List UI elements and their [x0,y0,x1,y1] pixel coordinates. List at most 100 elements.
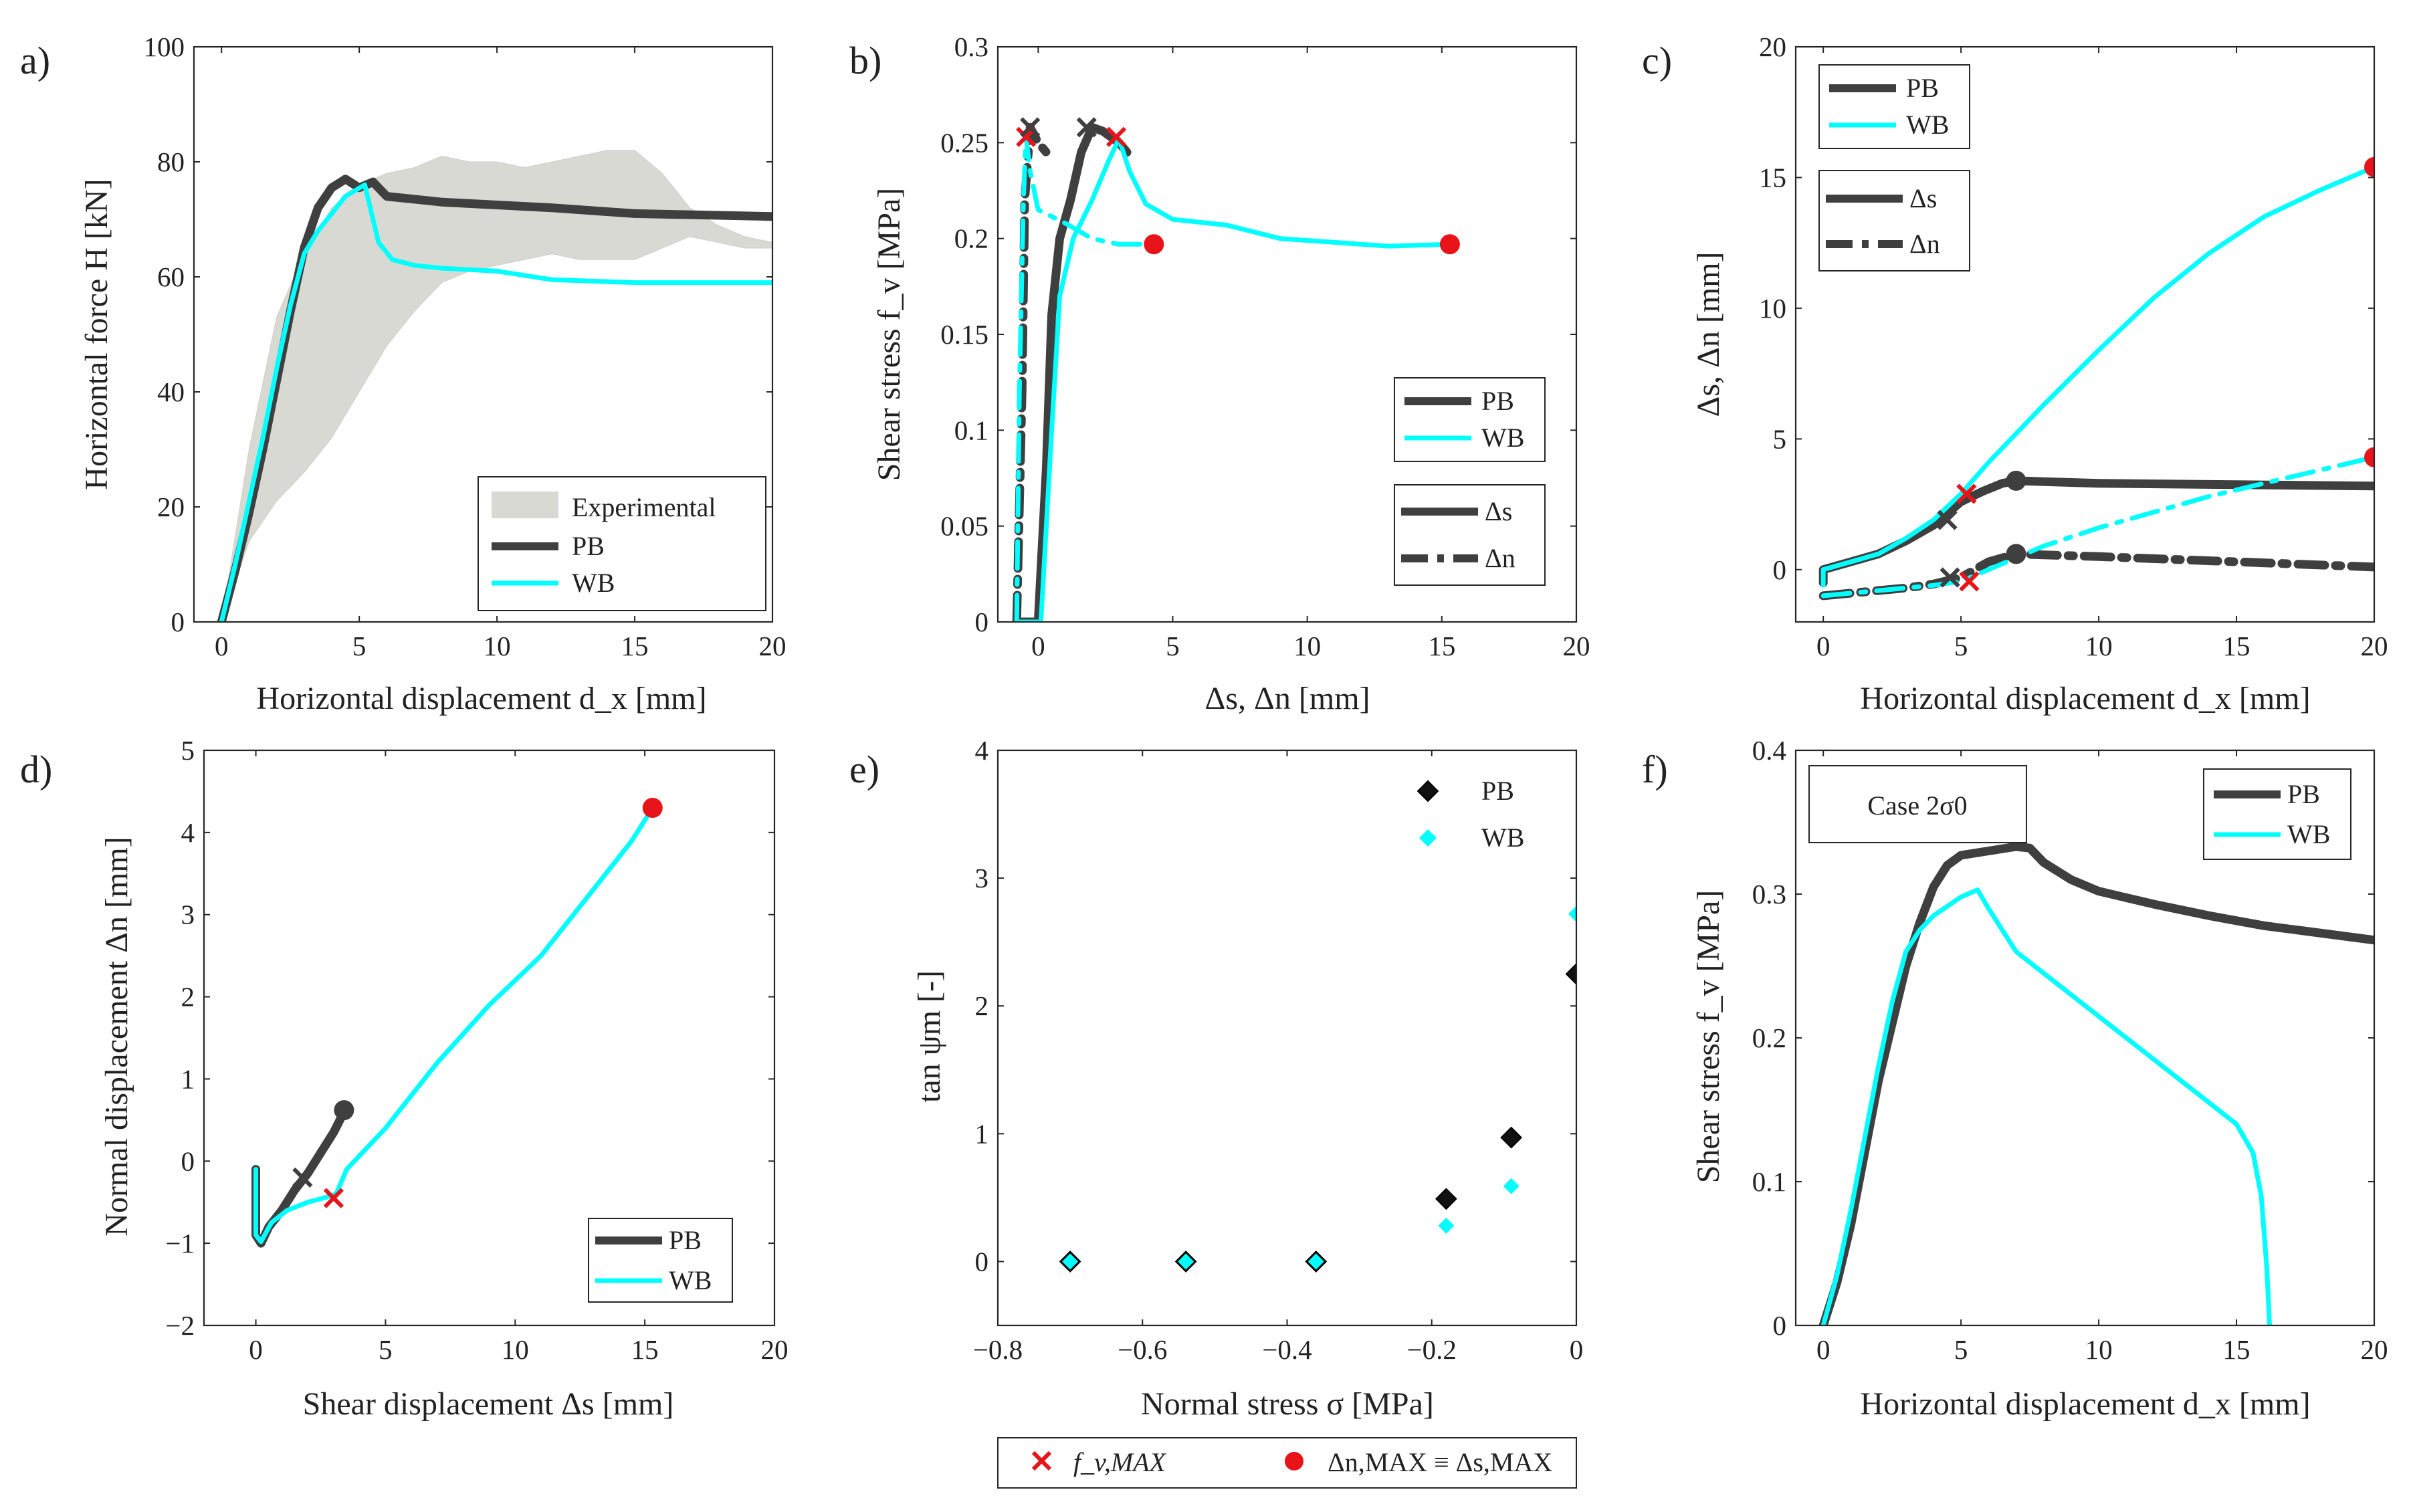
panel-b-label: b) [849,39,881,82]
series-line-wb-n [1014,134,1156,622]
marker-legend: f_v,MAX Δn,MAX ≡ Δs,MAX [997,1437,1577,1489]
panel-a-axes: 0 5 10 15 20 0 20 40 60 80 100 [144,31,787,661]
panel-d: 0 5 10 15 20 −2 −1 0 1 2 3 4 5 d) Shear displacement… [20,735,789,1422]
y-tick-label: 0 [975,607,989,637]
y-tick-label: 1 [975,1118,989,1149]
scatter-point-wb [1568,905,1576,922]
panel-a-ylabel: Horizontal force H [kN] [79,179,114,490]
y-tick-label: −1 [165,1228,195,1259]
legend-label-delta-s: Δs [1909,183,1937,213]
scatter-point-wb-overlap [1178,1254,1194,1269]
scatter-point-wb-overlap [1063,1254,1078,1269]
legend-label-wb: WB [2287,819,2330,849]
x-tick-label: −0.4 [1262,1334,1312,1365]
panel-d-axes: 0 5 10 15 20 −2 −1 0 1 2 3 4 5 [165,735,788,1365]
x-tick-label: 20 [759,631,787,661]
scatter-point-wb [1438,1217,1455,1234]
panel-a-xlabel: Horizontal displacement d_x [mm] [256,681,706,716]
panel-f: 0 5 10 15 20 0 0.1 0.2 0.3 0.4 f) Horizontal disp… [1642,735,2388,1422]
x-tick-label: 15 [2223,631,2250,661]
dot-marker [642,798,663,818]
legend-label-pb: PB [2287,779,2320,809]
panel-d-ylabel: Normal displacement Δn [mm] [99,837,134,1236]
y-tick-label: 0.05 [940,511,988,542]
y-tick-label: 15 [1759,162,1786,193]
y-tick-label: 0.4 [1752,735,1786,766]
dot-marker [2364,156,2374,177]
cross-marker [1020,117,1041,138]
x-tick-label: 20 [761,1334,789,1365]
panel-e-frame [997,749,1578,1327]
panel-e-legend: PB WB [1417,776,1524,853]
legend-label-pb: PB [1481,776,1514,806]
panel-f-ylabel: Shear stress f_v [MPa] [1691,890,1726,1184]
panel-e-plot-area [1059,905,1576,1273]
panel-f-label: f) [1642,748,1668,791]
panel-a-legend: Experimental PB WB [478,476,766,611]
x-tick-label: 20 [2361,631,2388,661]
panel-b-ylabel: Shear stress f_v [MPa] [871,188,907,481]
legend-label-delta-s: Δs [1485,496,1512,526]
y-tick-label: 20 [1759,31,1786,62]
x-tick-label: −0.6 [1118,1334,1167,1365]
y-tick-label: 80 [157,146,185,177]
panel-e-label: e) [849,748,879,791]
cross-marker [1076,117,1097,138]
series-line-pb-s [1818,476,2374,587]
panel-a-label: a) [20,39,50,82]
legend-label-fv-max: f_v,MAX [1073,1447,1167,1477]
panel-f-annotation: Case 2σ0 [1808,765,2027,843]
y-tick-label: 0 [975,1246,989,1277]
panel-b-legend-color: PB WB [1394,377,1546,462]
y-tick-label: 4 [975,735,989,766]
y-tick-label: 60 [157,261,185,292]
panel-c-plot-area [1818,156,2374,601]
series-line-wb [219,182,772,622]
y-tick-label: 4 [181,817,195,848]
panel-f-frame [1794,749,2376,1327]
cross-marker [1959,571,1980,592]
panel-f-plot-area [1818,842,2374,1325]
series-line-pb [1818,842,2374,1325]
y-tick-label: 0.3 [1752,879,1786,909]
x-tick-label: −0.8 [973,1334,1023,1365]
y-tick-label: 100 [144,31,185,62]
scatter-point-wb [1503,1178,1520,1194]
x-tick-label: 10 [484,631,511,661]
cross-marker [292,1167,313,1188]
x-tick-label: 15 [621,631,649,661]
y-tick-label: 0.2 [954,223,988,254]
y-tick-label: 0.15 [940,319,988,350]
y-tick-label: 40 [157,376,185,407]
legend-label-delta-n: Δn [1909,229,1940,259]
annotation-box [1808,765,2027,843]
panel-a: 0 5 10 15 20 0 20 40 60 80 100 a) Horizontal displ… [20,31,787,716]
y-tick-label: 5 [181,735,195,766]
dot-marker [2006,544,2026,564]
legend-cross-marker [1031,1450,1052,1471]
legend-label-experimental: Experimental [572,492,716,522]
cross-marker [1937,510,1958,530]
scatter-point-pb [1435,1188,1457,1210]
panel-a-frame [193,45,774,623]
legend-marker-wb [1419,829,1437,847]
panel-c-frame [1794,45,2376,623]
scatter-point-pb [1500,1126,1523,1149]
x-tick-label: 5 [1166,631,1180,661]
legend-label-pb: PB [572,531,605,561]
x-tick-label: 10 [1293,631,1321,661]
y-tick-label: 0 [181,1146,195,1176]
series-line-wb-s [1014,136,1453,622]
legend-box [2203,768,2351,860]
dot-marker [1144,234,1164,255]
panel-b-plot-area [1012,117,1460,622]
legend-box [1394,484,1546,586]
panel-f-axes: 0 5 10 15 20 0 0.1 0.2 0.3 0.4 [1752,735,2388,1365]
y-tick-label: 0 [1773,1310,1787,1341]
panel-b-legend-style: Δs Δn [1394,484,1546,586]
scatter-point-pb [1565,963,1576,985]
y-tick-label: 0.25 [940,127,988,158]
x-tick-label: 15 [2223,1334,2250,1365]
legend-label-delta-max: Δn,MAX ≡ Δs,MAX [1328,1447,1552,1477]
